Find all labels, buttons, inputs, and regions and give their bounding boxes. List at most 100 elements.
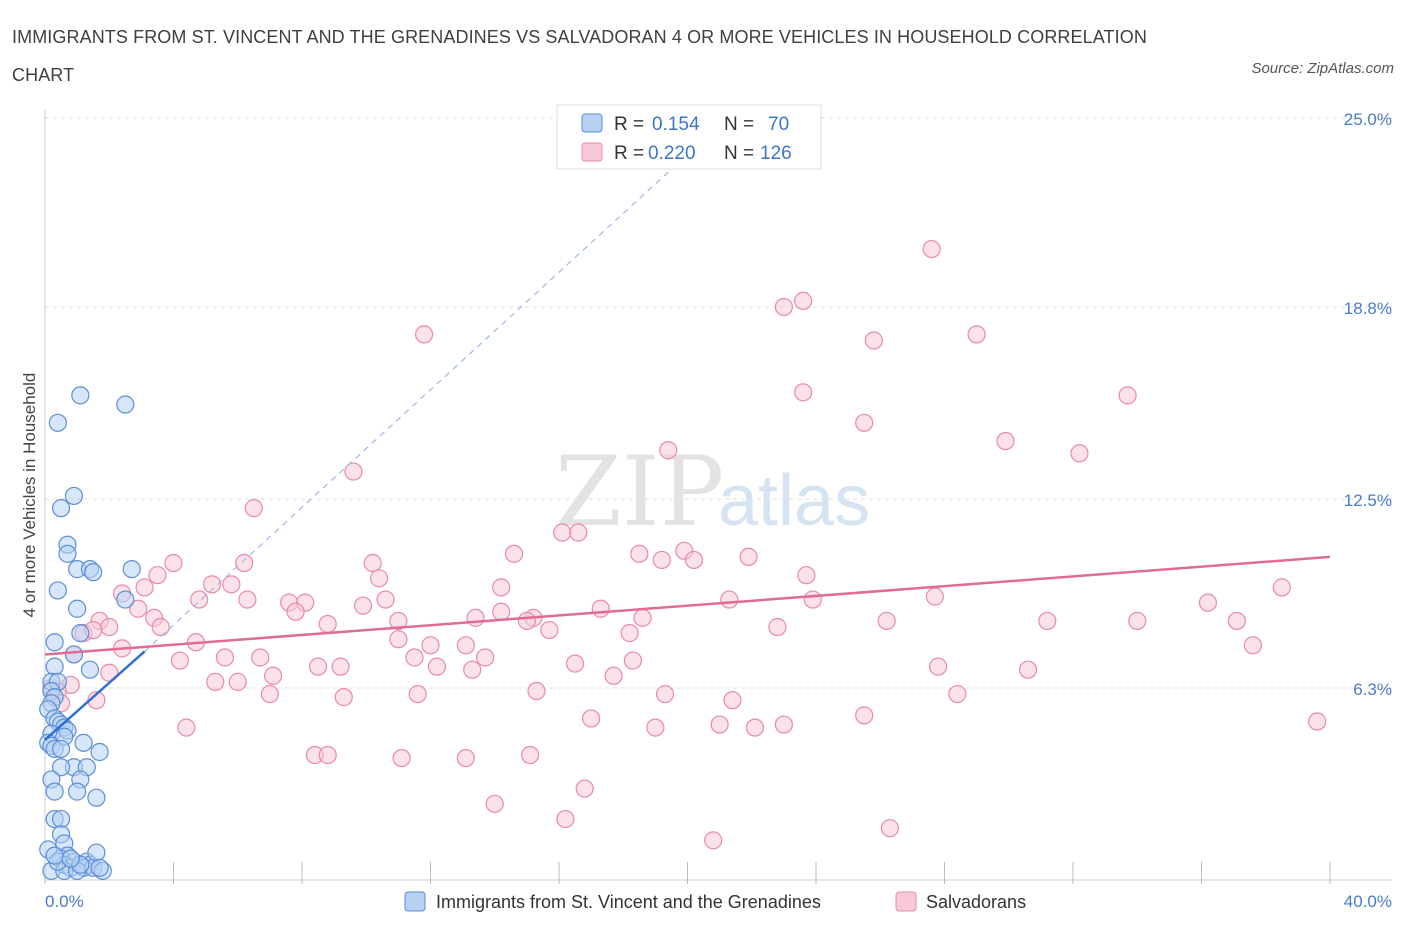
salvadoran-point-31 [492,578,511,597]
salvadoran-point-66 [620,624,639,643]
salvadoran-point-83 [427,657,447,676]
series-legend-swatch-pink [895,891,917,912]
salvadoran-point-20 [684,550,704,570]
salvadoran-point-58 [877,611,896,631]
salvadoran-point-64 [540,620,559,640]
svg-immigrant-point-36 [74,733,93,752]
salvadoran-point-56 [318,614,337,634]
salvadoran-point-11 [1070,444,1089,463]
svg-immigrant-point-16 [64,645,84,664]
salvadoran-point-61 [1227,611,1246,631]
svg-immigrant-point-68 [61,849,80,868]
salvadoran-point-70 [421,636,440,655]
salvadoran-point-89 [604,666,623,685]
salvadorans-points [42,239,1327,850]
y-tick-labels: 6.3% 12.5% 18.8% 25.0% [1344,110,1392,699]
salvadoran-point-121 [704,831,723,850]
svg-immigrant-point-67 [45,846,64,865]
salvadoran-point-117 [485,794,504,813]
salvadoran-point-97 [408,684,427,704]
legend-n-label-pink: N = [724,143,754,164]
salvadoran-point-3 [967,325,986,344]
legend-n-label-blue: N = [724,114,754,135]
svg-immigrants-points [39,386,141,880]
y-tick-label-3: 25.0% [1344,110,1392,129]
salvadoran-point-10 [659,441,678,460]
salvadoran-point-76 [251,648,270,667]
salvadoran-point-9 [996,431,1015,451]
salvadoran-point-24 [363,553,382,573]
svg-immigrant-point-35 [51,739,71,759]
salvadoran-point-75 [215,648,234,667]
y-tick-label-2: 18.8% [1344,299,1392,318]
salvadoran-point-115 [456,748,475,768]
salvadoran-point-27 [797,566,816,585]
salvadoran-point-86 [1018,660,1038,679]
salvadoran-point-79 [565,654,585,673]
legend-swatch-blue [581,113,603,133]
svg-immigrant-point-10 [122,560,141,579]
series-legend-swatch-blue [404,891,426,912]
salvadoran-point-5 [864,331,883,350]
salvadoran-point-1 [794,291,813,310]
x-tick-label-max: 40.0% [1344,892,1392,911]
salvadoran-point-29 [222,575,241,594]
salvadoran-point-120 [880,819,899,838]
salvadoran-point-84 [463,660,482,679]
y-tick-label-0: 6.3% [1353,680,1392,699]
salvadoran-point-14 [553,523,572,542]
watermark: ZIP atlas [555,436,870,548]
salvadoran-point-107 [710,715,729,734]
salvadoran-point-51 [1272,578,1291,597]
svg-immigrant-point-1 [116,395,135,414]
salvadoran-point-119 [556,809,575,829]
salvadoran-point-105 [582,709,601,728]
legend-n-value-pink: 126 [760,143,792,164]
legend-r-value-pink: 0.220 [648,143,696,164]
svg-immigrant-point-15 [45,633,64,652]
salvadoran-point-74 [170,651,190,670]
salvadoran-point-55 [151,617,170,637]
salvadoran-point-6 [794,383,813,402]
salvadoran-point-113 [318,745,337,765]
salvadoran-point-80 [623,651,642,670]
legend-r-value-blue: 0.154 [652,114,700,135]
salvadoran-point-45 [466,608,485,627]
svg-immigrant-point-13 [68,599,87,618]
salvadoran-point-30 [135,578,154,597]
svg-immigrant-point-47 [51,809,71,829]
salvadoran-point-37 [803,590,822,609]
salvadoran-point-23 [235,553,254,573]
salvadoran-point-106 [646,718,665,737]
salvadoran-point-98 [655,684,675,704]
svg-immigrant-point-14 [71,624,90,643]
salvadoran-point-111 [1308,712,1327,731]
trend-lines [44,154,1331,741]
y-axis-label: 4 or more Vehicles in Household [20,373,39,618]
salvadoran-point-116 [520,745,540,765]
salvadoran-point-33 [190,590,209,609]
salvadoran-point-34 [238,590,257,609]
salvadoran-point-99 [723,691,742,710]
salvadoran-point-90 [206,672,225,691]
salvadoran-point-39 [1198,593,1218,612]
legend-n-value-blue: 70 [768,114,789,135]
watermark-atlas: atlas [718,461,870,541]
salvadoran-point-49 [591,599,610,618]
salvadoran-point-22 [164,553,183,573]
salvadoran-point-16 [504,544,524,563]
salvadoran-point-44 [129,599,148,618]
salvadoran-point-82 [331,657,350,676]
salvadoran-point-28 [202,575,222,594]
salvadoran-point-8 [855,413,874,432]
svg-immigrant-point-11 [48,581,67,600]
svg-immigrant-point-37 [90,742,109,762]
salvadoran-point-7 [1118,386,1137,405]
salvadoran-point-108 [745,718,765,737]
salvadoran-point-96 [527,681,546,701]
salvadoran-point-91 [228,672,247,691]
salvadoran-point-2 [774,297,793,317]
salvadoran-point-118 [575,779,594,798]
correlation-legend: R = 0.154 N = 70 R = 0.220 N = 126 [556,104,822,170]
salvadoran-point-65 [768,617,787,637]
